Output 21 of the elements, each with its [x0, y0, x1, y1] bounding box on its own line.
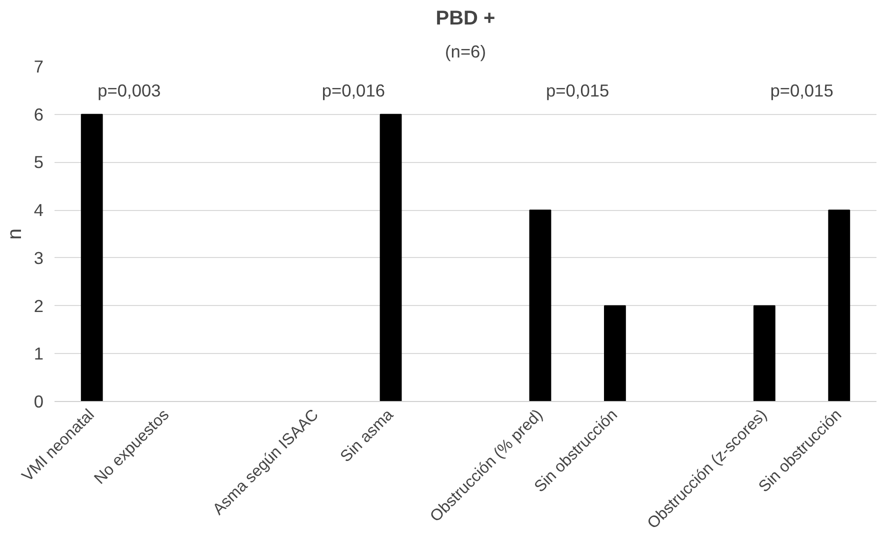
- y-tick-label: 1: [34, 344, 44, 364]
- chart-subtitle: (n=6): [445, 42, 486, 62]
- y-tick-label: 2: [34, 296, 44, 316]
- bar: [828, 210, 850, 402]
- y-tick-label: 4: [34, 200, 44, 220]
- chart-title: PBD +: [436, 8, 496, 30]
- bar: [380, 114, 402, 402]
- bar: [80, 114, 103, 402]
- bar: [529, 210, 552, 402]
- y-axis-title: n: [4, 228, 26, 240]
- annotation: p=0,003: [98, 80, 161, 100]
- annotation: p=0,016: [322, 80, 385, 100]
- y-tick-label: 7: [34, 56, 44, 76]
- y-tick-label: 6: [34, 104, 44, 124]
- y-tick-label: 3: [34, 248, 44, 268]
- annotation: p=0,015: [546, 80, 610, 100]
- annotation: p=0,015: [770, 80, 834, 100]
- bar: [753, 305, 776, 402]
- bar: [604, 305, 626, 402]
- y-tick-label: 0: [34, 392, 44, 412]
- y-tick-label: 5: [34, 152, 44, 172]
